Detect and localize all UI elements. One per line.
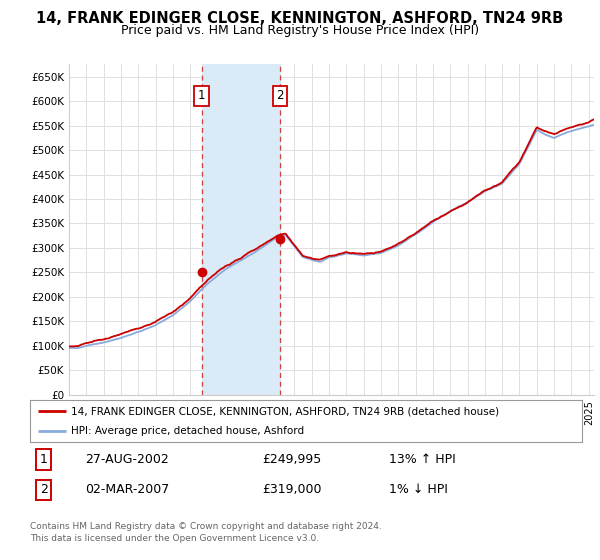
Text: £249,995: £249,995 xyxy=(262,453,321,466)
Text: 2: 2 xyxy=(276,89,284,102)
Text: 14, FRANK EDINGER CLOSE, KENNINGTON, ASHFORD, TN24 9RB: 14, FRANK EDINGER CLOSE, KENNINGTON, ASH… xyxy=(37,11,563,26)
Text: HPI: Average price, detached house, Ashford: HPI: Average price, detached house, Ashf… xyxy=(71,427,305,436)
Text: 1: 1 xyxy=(198,89,205,102)
Text: 14, FRANK EDINGER CLOSE, KENNINGTON, ASHFORD, TN24 9RB (detached house): 14, FRANK EDINGER CLOSE, KENNINGTON, ASH… xyxy=(71,407,500,416)
Text: 1: 1 xyxy=(40,453,48,466)
Text: 13% ↑ HPI: 13% ↑ HPI xyxy=(389,453,455,466)
Text: Price paid vs. HM Land Registry's House Price Index (HPI): Price paid vs. HM Land Registry's House … xyxy=(121,24,479,36)
Text: 27-AUG-2002: 27-AUG-2002 xyxy=(85,453,169,466)
Text: 1% ↓ HPI: 1% ↓ HPI xyxy=(389,483,448,496)
Text: 2: 2 xyxy=(40,483,48,496)
Text: Contains HM Land Registry data © Crown copyright and database right 2024.
This d: Contains HM Land Registry data © Crown c… xyxy=(30,522,382,543)
Bar xyxy=(202,64,280,395)
Text: £319,000: £319,000 xyxy=(262,483,322,496)
Text: 02-MAR-2007: 02-MAR-2007 xyxy=(85,483,169,496)
